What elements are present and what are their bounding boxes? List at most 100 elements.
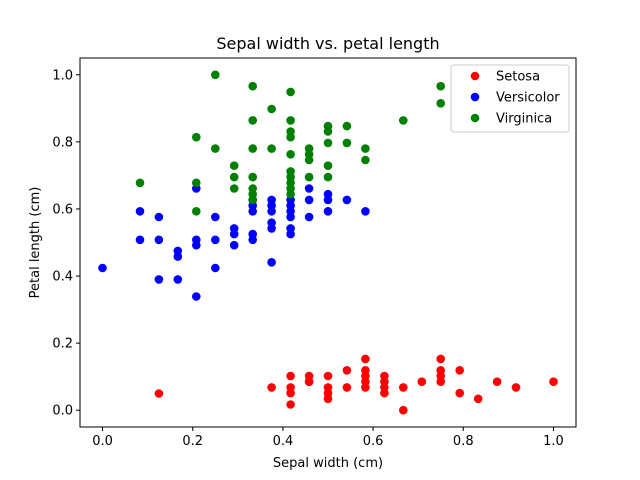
point-versicolor-11: [192, 240, 201, 250]
point-versicolor-12: [192, 292, 201, 301]
point-versicolor-1: [135, 207, 145, 216]
x-tick-label: 0.0: [92, 434, 113, 449]
point-virginica-36: [323, 172, 333, 182]
point-versicolor-36: [304, 184, 314, 193]
point-setosa-25: [399, 405, 408, 415]
point-setosa-9: [323, 371, 333, 381]
point-setosa-8: [304, 377, 314, 387]
point-setosa-2: [286, 371, 295, 381]
point-versicolor-33: [286, 212, 295, 222]
point-virginica-40: [361, 155, 370, 165]
points-layer: [98, 70, 558, 415]
point-setosa-24: [399, 383, 408, 392]
point-virginica-31: [304, 172, 314, 182]
point-virginica-2: [192, 178, 201, 188]
point-virginica-5: [211, 144, 220, 153]
point-setosa-12: [323, 394, 333, 404]
y-tick-label: 1.0: [52, 68, 73, 83]
legend-label-versicolor: Versicolor: [496, 91, 560, 106]
legend-box: [450, 64, 570, 133]
chart-title: Sepal width vs. petal length: [216, 34, 439, 53]
point-virginica-42: [436, 81, 446, 91]
point-versicolor-40: [323, 195, 333, 205]
point-setosa-35: [511, 383, 521, 392]
x-tick-label: 1.0: [543, 434, 564, 449]
x-tick-label: 0.4: [273, 434, 294, 449]
legend-marker-virginica: [470, 113, 480, 123]
point-versicolor-29: [267, 258, 276, 267]
point-virginica-34: [323, 138, 333, 148]
point-virginica-17: [267, 144, 276, 153]
plot-frame: [79, 57, 577, 428]
point-setosa-23: [380, 388, 389, 398]
point-virginica-0: [135, 178, 145, 188]
point-versicolor-38: [304, 212, 314, 222]
y-tick-label: 0.0: [52, 404, 73, 419]
point-setosa-32: [455, 388, 465, 398]
point-setosa-36: [549, 377, 558, 387]
point-virginica-9: [248, 81, 257, 91]
point-virginica-41: [399, 116, 408, 125]
point-versicolor-3: [154, 212, 164, 222]
point-setosa-30: [436, 377, 446, 387]
point-virginica-7: [229, 172, 239, 182]
point-versicolor-7: [173, 252, 183, 261]
point-setosa-5: [286, 400, 295, 409]
point-virginica-21: [286, 132, 295, 142]
point-virginica-10: [248, 116, 257, 125]
point-versicolor-43: [361, 207, 370, 216]
point-versicolor-35: [286, 229, 295, 239]
point-versicolor-23: [248, 235, 257, 245]
point-versicolor-5: [154, 275, 164, 284]
point-virginica-1: [192, 132, 201, 142]
point-virginica-19: [286, 116, 295, 125]
point-setosa-31: [455, 366, 465, 375]
point-setosa-0: [154, 389, 164, 398]
point-virginica-22: [286, 150, 295, 159]
point-versicolor-14: [211, 235, 220, 245]
legend-marker-setosa: [470, 71, 480, 81]
point-setosa-27: [436, 354, 446, 364]
x-axis-ticks: 0.0 0.2 0.4 0.6 0.8 1.0: [92, 427, 564, 449]
point-versicolor-17: [229, 229, 239, 239]
point-virginica-8: [229, 184, 239, 193]
point-versicolor-0: [98, 263, 107, 273]
point-virginica-16: [267, 104, 276, 114]
point-virginica-43: [436, 99, 446, 108]
legend-label-virginica: Virginica: [496, 112, 552, 127]
legend-label-setosa: Setosa: [496, 70, 540, 85]
point-setosa-14: [342, 383, 352, 392]
point-virginica-37: [342, 121, 352, 131]
point-virginica-38: [342, 138, 352, 148]
point-virginica-18: [286, 87, 295, 97]
point-versicolor-21: [248, 207, 257, 216]
y-tick-label: 0.8: [52, 135, 73, 150]
point-virginica-12: [248, 172, 257, 182]
point-versicolor-41: [323, 207, 333, 216]
x-tick-label: 0.2: [182, 434, 203, 449]
point-setosa-1: [267, 383, 276, 392]
point-versicolor-37: [304, 195, 314, 205]
point-versicolor-26: [267, 207, 276, 216]
point-versicolor-15: [211, 263, 220, 273]
point-setosa-15: [361, 354, 370, 364]
x-axis-label: Sepal width (cm): [273, 456, 383, 471]
point-virginica-35: [323, 161, 333, 170]
point-versicolor-13: [211, 212, 220, 222]
point-versicolor-2: [135, 235, 145, 245]
point-virginica-3: [192, 207, 201, 216]
point-virginica-4: [211, 70, 220, 80]
y-axis-ticks: 0.0 0.2 0.4 0.6 0.8 1.0: [52, 68, 80, 419]
point-versicolor-18: [229, 240, 239, 250]
point-virginica-11: [248, 144, 257, 153]
point-setosa-34: [492, 377, 502, 387]
legend: Setosa Versicolor Virginica: [450, 64, 570, 133]
point-setosa-26: [417, 377, 427, 387]
point-setosa-33: [473, 394, 483, 404]
y-tick-label: 0.4: [52, 270, 73, 285]
y-axis-label: Petal length (cm): [28, 187, 43, 299]
y-tick-label: 0.6: [52, 202, 73, 217]
y-tick-label: 0.2: [52, 337, 73, 352]
point-versicolor-42: [342, 195, 352, 205]
